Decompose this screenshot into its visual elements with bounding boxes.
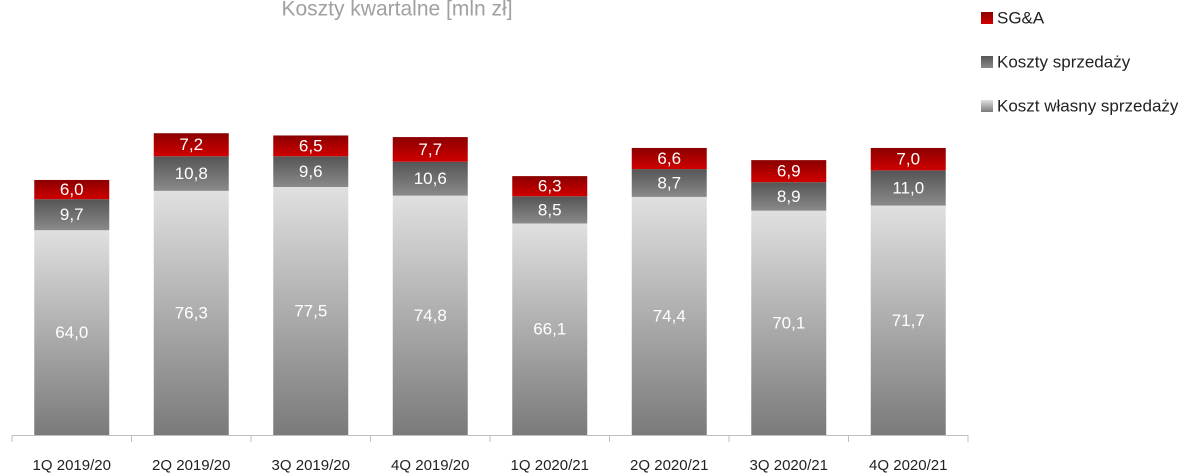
value-label: 6,9 <box>777 162 801 181</box>
bar-segment <box>392 161 468 196</box>
bar-segment <box>392 195 468 435</box>
legend-swatch <box>981 100 993 112</box>
legend-label: SG&A <box>997 8 1045 27</box>
value-label: 74,8 <box>414 306 447 325</box>
value-label: 9,6 <box>299 162 323 181</box>
x-tick-label: 4Q 2020/21 <box>869 457 947 474</box>
value-label: 8,5 <box>538 200 562 219</box>
bar-segment <box>512 176 588 197</box>
bar-segment <box>870 170 946 206</box>
value-label: 77,5 <box>294 301 327 320</box>
bar-segment <box>631 196 707 435</box>
x-tick-label: 1Q 2019/20 <box>33 457 111 474</box>
bar-segment <box>153 133 229 157</box>
bar-segment <box>273 156 349 187</box>
bar-segment <box>34 230 110 435</box>
value-label: 11,0 <box>892 178 924 197</box>
value-label: 6,5 <box>299 136 323 155</box>
bar-segment <box>392 137 468 162</box>
x-tick-label: 2Q 2019/20 <box>152 457 230 474</box>
legend-swatch <box>981 56 993 68</box>
x-tick-label: 2Q 2020/21 <box>630 457 708 474</box>
bar-segment <box>34 179 110 200</box>
value-label: 76,3 <box>175 303 208 322</box>
value-label: 74,4 <box>653 306 686 325</box>
x-tick-label: 1Q 2020/21 <box>511 457 589 474</box>
bar-segment <box>631 147 707 170</box>
legend-swatch <box>981 12 993 24</box>
legend-label: Koszt własny sprzedaży <box>997 96 1179 115</box>
bar-segment <box>751 182 827 211</box>
value-label: 70,1 <box>772 313 805 332</box>
bar-segment <box>512 223 588 435</box>
bar-segment <box>34 199 110 231</box>
value-label: 8,9 <box>777 187 801 206</box>
bar-segment <box>273 187 349 435</box>
bar-segment <box>153 190 229 435</box>
value-label: 7,0 <box>896 150 920 169</box>
bar-segment <box>273 135 349 157</box>
value-label: 10,6 <box>414 169 447 188</box>
value-label: 71,7 <box>892 311 925 330</box>
value-label: 10,8 <box>175 164 208 183</box>
bar-segment <box>512 196 588 224</box>
chart-title: Koszty kwartalne [mln zł] <box>281 0 512 21</box>
value-label: 9,7 <box>60 205 84 224</box>
bar-segment <box>631 169 707 197</box>
value-label: 7,2 <box>179 135 203 154</box>
legend-label: Koszty sprzedaży <box>997 52 1131 71</box>
value-label: 66,1 <box>533 320 566 339</box>
value-label: 7,7 <box>418 140 442 159</box>
bar-segment <box>751 210 827 435</box>
x-tick-label: 3Q 2020/21 <box>750 457 828 474</box>
bar-segment <box>153 156 229 191</box>
value-label: 64,0 <box>55 323 88 342</box>
value-label: 6,0 <box>60 180 84 199</box>
bar-segment <box>870 147 946 171</box>
x-tick-label: 4Q 2019/20 <box>391 457 469 474</box>
x-tick-label: 3Q 2019/20 <box>272 457 350 474</box>
value-label: 6,3 <box>538 177 562 196</box>
bar-segment <box>870 205 946 435</box>
value-label: 6,6 <box>657 149 681 168</box>
value-label: 8,7 <box>657 173 681 192</box>
bar-segment <box>751 160 827 183</box>
